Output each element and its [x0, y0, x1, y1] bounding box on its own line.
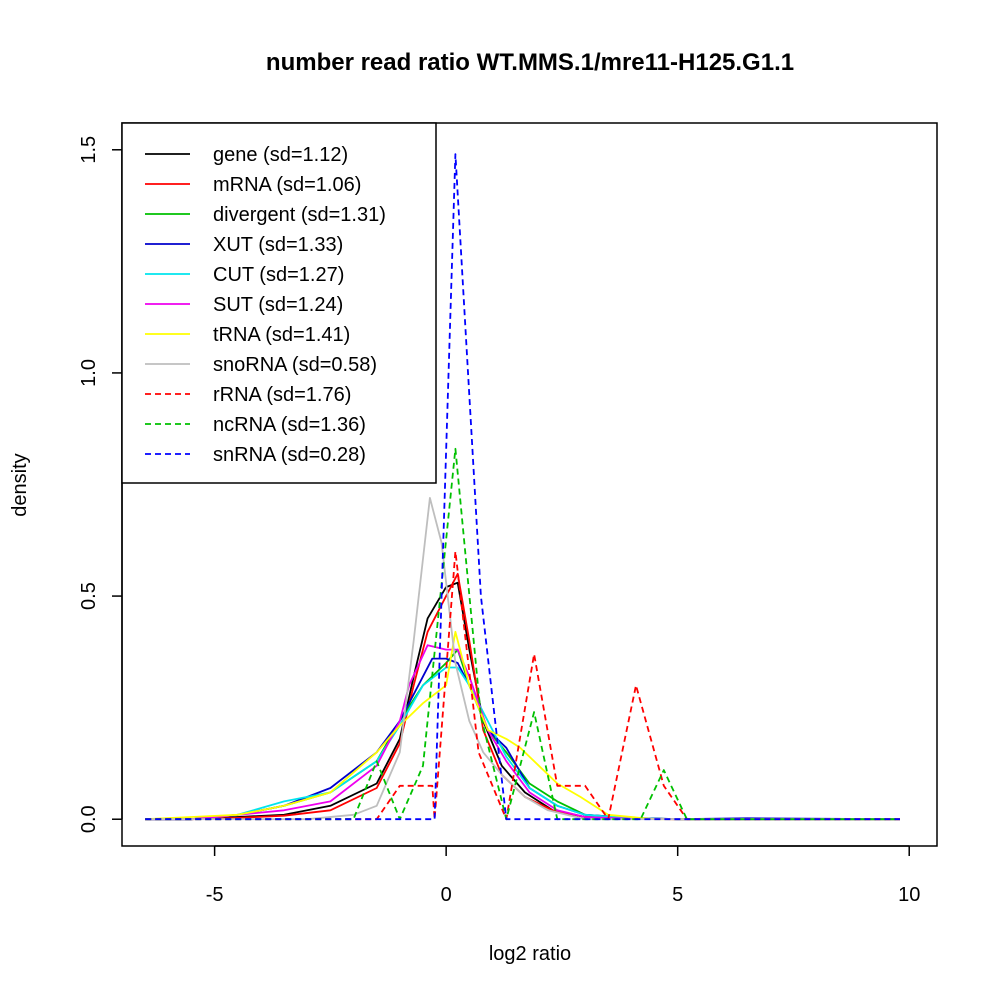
x-tick-label: -5	[206, 884, 224, 906]
legend-label: SUT (sd=1.24)	[213, 294, 343, 316]
legend-label: snoRNA (sd=0.58)	[213, 354, 377, 376]
y-tick-label: 0.0	[78, 805, 100, 833]
legend-label: CUT (sd=1.27)	[213, 264, 344, 286]
chart-title: number read ratio WT.MMS.1/mre11-H125.G1…	[266, 49, 794, 76]
legend-label: tRNA (sd=1.41)	[213, 324, 350, 346]
y-axis-label: density	[9, 453, 31, 516]
y-tick-label: 1.5	[78, 136, 100, 164]
series-layer	[145, 153, 901, 821]
series-line	[145, 644, 900, 821]
y-tick-label: 0.5	[78, 582, 100, 610]
series-line	[145, 153, 900, 821]
series-line	[145, 496, 900, 821]
y-tick-label: 1.0	[78, 359, 100, 387]
legend-box	[121, 122, 437, 484]
legend-label: snRNA (sd=0.28)	[213, 444, 366, 466]
legend-label: divergent (sd=1.31)	[213, 204, 386, 226]
legend: gene (sd=1.12) mRNA (sd=1.06) divergent (s…	[121, 122, 437, 484]
x-tick-label: 10	[898, 884, 920, 906]
series-line	[145, 447, 900, 821]
legend-label: gene (sd=1.12)	[213, 144, 348, 166]
legend-label: rRNA (sd=1.76)	[213, 384, 351, 406]
legend-label: mRNA (sd=1.06)	[213, 174, 361, 196]
x-axis-label: log2 ratio	[489, 943, 571, 965]
x-tick-label: 0	[441, 884, 452, 906]
legend-label: ncRNA (sd=1.36)	[213, 414, 366, 436]
x-tick-label: 5	[672, 884, 683, 906]
legend-label: XUT (sd=1.33)	[213, 234, 343, 256]
series-line	[145, 666, 900, 821]
series-line	[145, 630, 900, 821]
